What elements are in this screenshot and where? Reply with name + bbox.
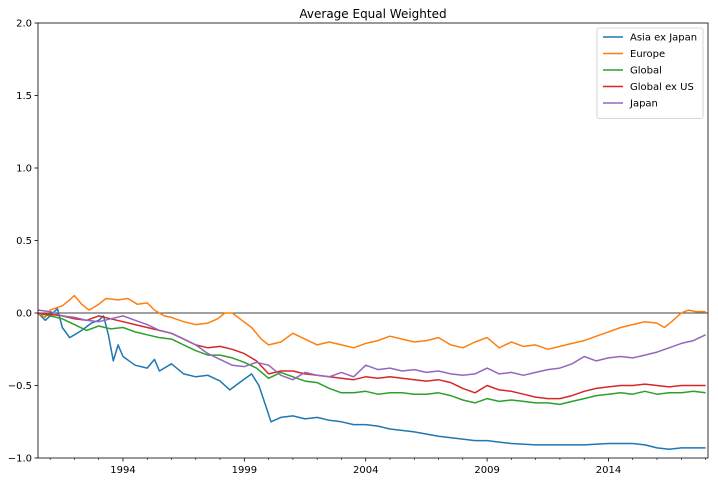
y-tick-label: 1.0	[16, 164, 32, 175]
series-line-2	[37, 312, 706, 406]
y-tick-label: −0.5	[8, 381, 32, 392]
legend-label: Global	[630, 66, 662, 77]
y-tick-label: −1.0	[8, 454, 32, 465]
x-tick-label: 2014	[596, 465, 621, 476]
series-line-4	[37, 309, 706, 381]
legend-label: Asia ex Japan	[630, 33, 697, 44]
x-tick-label: 1994	[110, 465, 135, 476]
y-tick-label: 2.0	[16, 19, 32, 30]
chart-title: Average Equal Weighted	[299, 7, 446, 21]
legend-label: Europe	[630, 49, 665, 60]
legend-label: Global ex US	[630, 82, 694, 93]
series-line-3	[37, 312, 706, 400]
x-tick-label: 2009	[474, 465, 499, 476]
series-line-0	[37, 307, 706, 451]
y-tick-label: 1.5	[16, 91, 32, 102]
y-tick-label: 0.5	[16, 236, 32, 247]
legend-box	[596, 27, 704, 119]
plot-area: −1.0 −0.5 0.0 0.5 1.0 1.5 2.0 1994 1999 2004 2009 2…	[8, 19, 709, 476]
x-tick-label: 2004	[353, 465, 378, 476]
x-tick-label: 1999	[232, 465, 257, 476]
y-tick-label: 0.0	[16, 309, 32, 320]
series-line-1	[37, 294, 706, 351]
legend-label: Japan	[629, 99, 658, 110]
